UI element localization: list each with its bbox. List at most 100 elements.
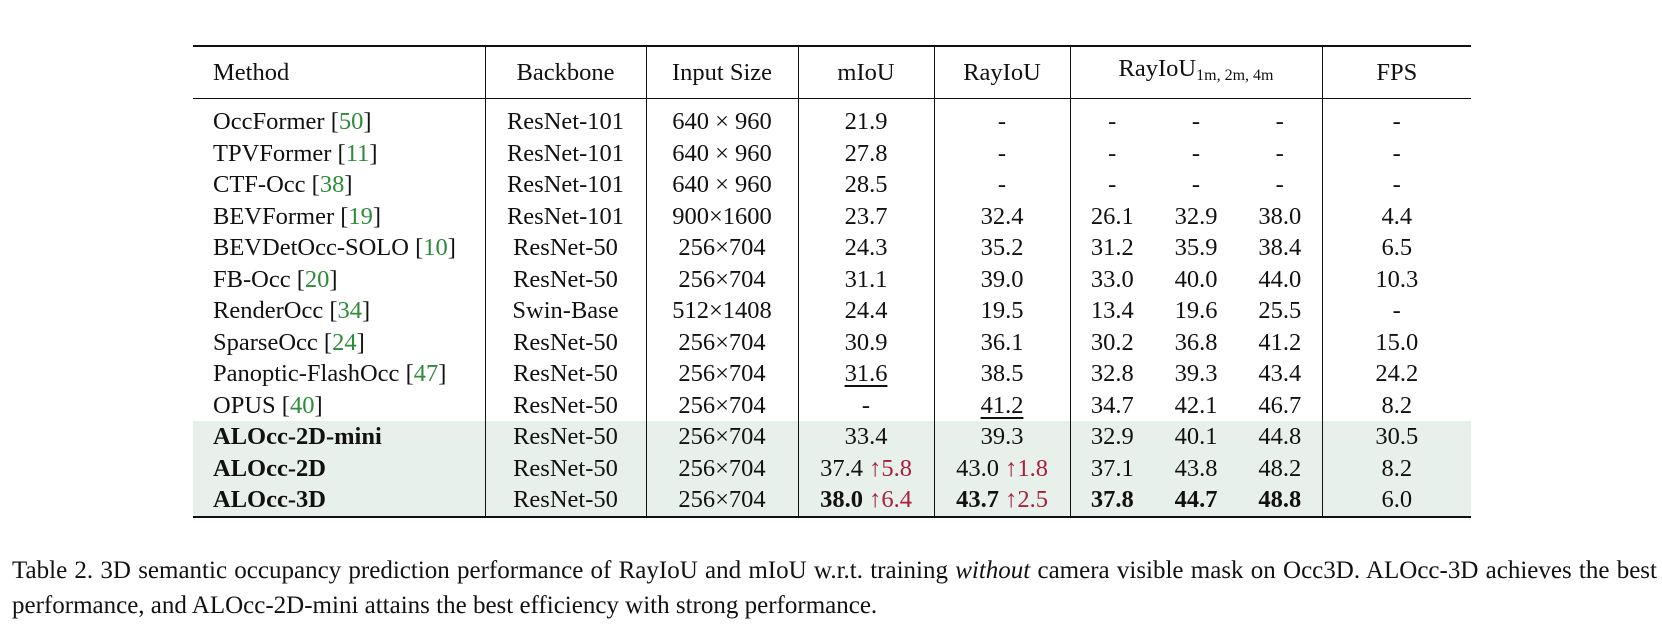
- rayiou-2m-value: -: [1191, 171, 1201, 198]
- rayiou-1m-value: -: [1108, 139, 1117, 167]
- method-cell: BEVFormer [19]: [213, 202, 382, 230]
- miou-cell: 37.4 ↑5.8: [797, 452, 934, 484]
- rayiou-1m-value: -: [1108, 108, 1117, 135]
- rayiou-cell: 43.7 ↑2.5: [933, 484, 1070, 517]
- rayiou-4m-cell: 48.8: [1238, 484, 1323, 517]
- input-size-cell: 640 × 960: [645, 137, 798, 169]
- header-rayiou-multi-sub: 1m, 2m, 4m: [1196, 67, 1274, 84]
- fps-cell: 10.3: [1321, 263, 1472, 295]
- miou-value: 21.9: [844, 108, 888, 135]
- results-table: Method Backbone Input Size mIoU RayIoU R…: [193, 45, 1472, 518]
- rayiou-4m-value: -: [1275, 139, 1284, 167]
- method-cell: OccFormer [50]: [213, 108, 372, 135]
- table-row: CTF-Occ [38] ResNet-101 640 × 960 28.5 - - - - -: [193, 169, 1472, 201]
- miou-value: 37.4: [820, 454, 863, 482]
- header-miou: mIoU: [797, 46, 934, 99]
- rayiou-4m-cell: 43.4: [1238, 358, 1322, 390]
- table-caption: Table 2. 3D semantic occupancy predictio…: [12, 553, 1657, 623]
- rayiou-1m-value: 34.7: [1090, 391, 1134, 419]
- rayiou-value: 39.3: [980, 423, 1024, 450]
- table-row: OccFormer [50] ResNet-101 640 × 960 21.9 - - -…: [193, 98, 1472, 138]
- rayiou-cell: -: [933, 137, 1070, 169]
- method-name: ALOcc-2D: [213, 454, 326, 482]
- rayiou-2m-value: 39.3: [1174, 360, 1218, 387]
- rayiou-2m-value: 36.8: [1174, 328, 1218, 356]
- rayiou-1m-cell: 30.2: [1069, 326, 1154, 358]
- rayiou-gain: ↑2.5: [1005, 486, 1048, 513]
- rayiou-1m-value: 30.2: [1090, 328, 1134, 356]
- rayiou-4m-cell: -: [1238, 138, 1322, 170]
- rayiou-2m-cell: 36.8: [1154, 327, 1238, 359]
- rayiou-value: 43.7: [956, 486, 999, 513]
- rayiou-2m-cell: 32.9: [1154, 201, 1238, 233]
- rayiou-4m-cell: 48.2: [1238, 452, 1323, 484]
- input-size-cell: 256×704: [645, 421, 798, 453]
- rayiou-2m-value: -: [1191, 108, 1201, 135]
- backbone-cell: ResNet-50: [484, 452, 646, 484]
- miou-value: 24.3: [844, 234, 888, 261]
- fps-cell: -: [1321, 137, 1472, 169]
- miou-cell: 21.9: [797, 98, 934, 138]
- rayiou-4m-cell: -: [1238, 169, 1322, 201]
- rayiou-2m-cell: 44.7: [1154, 484, 1238, 517]
- header-input-size: Input Size: [645, 46, 798, 99]
- backbone-cell: ResNet-50: [484, 326, 646, 358]
- method-name: RenderOcc: [213, 297, 324, 324]
- rayiou-4m-value: 41.2: [1258, 328, 1302, 356]
- input-size-cell: 256×704: [645, 326, 798, 358]
- rayiou-4m-value: -: [1275, 108, 1284, 135]
- rayiou-cell: 39.0: [933, 263, 1070, 295]
- miou-value: -: [861, 391, 871, 419]
- backbone-cell: ResNet-50: [484, 484, 646, 517]
- rayiou-cell: 43.0 ↑1.8: [933, 452, 1070, 484]
- rayiou-2m-value: 32.9: [1174, 202, 1218, 230]
- miou-value: 31.6: [844, 360, 888, 387]
- fps-cell: 15.0: [1321, 326, 1472, 358]
- method-cell: FB-Occ [20]: [213, 265, 338, 293]
- rayiou-1m-cell: 34.7: [1069, 389, 1154, 421]
- rayiou-2m-cell: 19.6: [1154, 295, 1238, 327]
- method-cell: ALOcc-2D-mini: [193, 421, 485, 453]
- rayiou-4m-cell: 46.7: [1238, 390, 1322, 422]
- header-row: Method Backbone Input Size mIoU RayIoU R…: [193, 46, 1472, 99]
- method-cell: TPVFormer [11]: [213, 139, 378, 167]
- rayiou-1m-value: 26.1: [1090, 202, 1134, 230]
- rayiou-4m-cell: 44.0: [1238, 264, 1322, 296]
- method-name: Panoptic-FlashOcc: [213, 360, 400, 387]
- citation-link: 11: [345, 139, 370, 167]
- backbone-cell: Swin-Base: [484, 295, 646, 327]
- table-row: SparseOcc [24] ResNet-50 256×704 30.9 36.1 30…: [193, 326, 1472, 359]
- miou-value: 24.4: [844, 297, 888, 324]
- rayiou-gain: ↑1.8: [1005, 454, 1048, 482]
- rayiou-4m-cell: 38.0: [1238, 201, 1322, 233]
- rayiou-4m-cell: 25.5: [1238, 295, 1322, 327]
- rayiou-1m-cell: 13.4: [1069, 295, 1154, 327]
- rayiou-2m-cell: -: [1154, 138, 1238, 170]
- rayiou-2m-cell: 40.0: [1154, 264, 1238, 296]
- rayiou-cell: 35.2: [933, 232, 1070, 264]
- miou-value: 31.1: [844, 265, 888, 293]
- fps-cell: 8.2: [1321, 389, 1472, 421]
- miou-cell: 27.8: [797, 137, 934, 169]
- method-cell: Panoptic-FlashOcc [47]: [213, 360, 447, 387]
- miou-cell: 23.7: [797, 200, 934, 232]
- rayiou-1m-cell: -: [1069, 98, 1154, 138]
- rayiou-1m-value: 32.9: [1090, 423, 1134, 450]
- miou-value: 38.0: [820, 486, 863, 513]
- rayiou-value: 38.5: [980, 360, 1024, 387]
- citation-link: 10: [423, 234, 448, 261]
- rayiou-1m-value: -: [1108, 171, 1117, 198]
- caption-emphasis: without: [955, 557, 1031, 584]
- rayiou-value: 19.5: [980, 297, 1024, 324]
- miou-value: 28.5: [844, 171, 888, 198]
- input-size-cell: 256×704: [645, 484, 798, 517]
- rayiou-1m-cell: 31.2: [1069, 232, 1154, 264]
- rayiou-2m-value: 19.6: [1174, 297, 1218, 324]
- rayiou-2m-cell: -: [1154, 169, 1238, 201]
- rayiou-value: 43.0: [956, 454, 999, 482]
- header-method: Method: [213, 58, 290, 86]
- rayiou-2m-cell: 43.8: [1154, 452, 1238, 484]
- rayiou-4m-value: -: [1275, 171, 1284, 198]
- input-size-cell: 256×704: [645, 452, 798, 484]
- rayiou-cell: 19.5: [933, 295, 1070, 327]
